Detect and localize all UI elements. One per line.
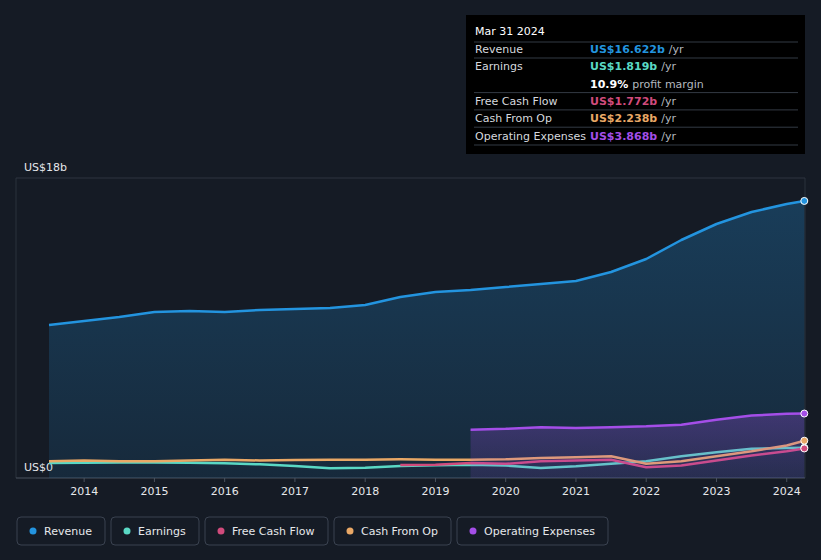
legend-swatch bbox=[124, 528, 131, 535]
tooltip-separator bbox=[474, 127, 798, 128]
y-tick-label: US$18b bbox=[24, 161, 67, 174]
tooltip-separator bbox=[474, 58, 798, 59]
legend-swatch bbox=[30, 528, 37, 535]
tooltip-separator bbox=[474, 92, 798, 93]
tooltip-value: 10.9% bbox=[590, 78, 628, 91]
x-tick-label: 2023 bbox=[702, 485, 730, 498]
x-tick bbox=[575, 478, 576, 482]
tooltip-title: Mar 31 2024 bbox=[475, 25, 545, 38]
x-tick-label: 2020 bbox=[492, 485, 520, 498]
x-tick bbox=[84, 478, 85, 482]
legend-label: Operating Expenses bbox=[484, 525, 595, 538]
series-line bbox=[49, 201, 804, 325]
end-markers bbox=[801, 197, 808, 452]
x-tick bbox=[505, 478, 506, 482]
end-marker bbox=[801, 444, 808, 451]
legend-label: Earnings bbox=[138, 525, 186, 538]
tooltip: Mar 31 2024 Revenue US$16.622b/yr Earnings U… bbox=[466, 15, 805, 154]
x-tick-label: 2016 bbox=[211, 485, 239, 498]
tooltip-value: US$3.868b bbox=[590, 130, 657, 143]
x-tick-label: 2014 bbox=[70, 485, 98, 498]
x-tick-label: 2018 bbox=[351, 485, 379, 498]
tooltip-value: US$1.819b bbox=[590, 60, 657, 73]
series-area bbox=[49, 201, 804, 478]
tooltip-value: US$2.238b bbox=[590, 112, 657, 125]
legend-box bbox=[457, 517, 608, 545]
y-tick-label: US$0 bbox=[24, 461, 53, 474]
series-area bbox=[471, 414, 805, 478]
x-tick bbox=[786, 478, 787, 482]
x-tick bbox=[154, 478, 155, 482]
x-tick-label: 2022 bbox=[632, 485, 660, 498]
legend-label: Free Cash Flow bbox=[232, 525, 315, 538]
background bbox=[0, 0, 821, 560]
tooltip-value: US$1.772b bbox=[590, 95, 657, 108]
x-tick-label: 2019 bbox=[421, 485, 449, 498]
x-tick-label: 2017 bbox=[281, 485, 309, 498]
legend-box bbox=[334, 517, 451, 545]
tooltip-box bbox=[466, 15, 805, 154]
end-marker bbox=[801, 445, 808, 452]
legend-item: Operating Expenses bbox=[457, 517, 608, 545]
x-tick bbox=[716, 478, 717, 482]
tooltip-label: Operating Expenses bbox=[475, 130, 586, 143]
legend-item: Cash From Op bbox=[334, 517, 451, 545]
tooltip-label: Revenue bbox=[475, 43, 523, 56]
end-marker bbox=[801, 197, 808, 204]
series-line bbox=[471, 414, 805, 430]
legend-label: Cash From Op bbox=[361, 525, 438, 538]
legend-label: Revenue bbox=[44, 525, 92, 538]
legend-box bbox=[17, 517, 105, 545]
tooltip-label: Cash From Op bbox=[475, 112, 552, 125]
tooltip-label: Free Cash Flow bbox=[475, 95, 558, 108]
x-tick bbox=[365, 478, 366, 482]
axis-frame bbox=[16, 178, 17, 478]
tooltip-unit: profit margin bbox=[632, 78, 704, 91]
legend-swatch bbox=[347, 528, 354, 535]
tooltip-unit: /yr bbox=[661, 112, 676, 125]
tooltip-unit: /yr bbox=[661, 60, 676, 73]
x-tick bbox=[646, 478, 647, 482]
x-tick-label: 2024 bbox=[773, 485, 801, 498]
tooltip-separator bbox=[474, 109, 798, 110]
grid-line bbox=[16, 178, 805, 179]
axis-frame bbox=[805, 178, 806, 478]
plot-area bbox=[49, 201, 804, 478]
legend-item: Free Cash Flow bbox=[205, 517, 328, 545]
tooltip-unit: /yr bbox=[669, 43, 684, 56]
legend-swatch bbox=[218, 528, 225, 535]
tooltip-unit: /yr bbox=[661, 130, 676, 143]
tooltip-label: Earnings bbox=[475, 60, 523, 73]
end-marker bbox=[801, 410, 808, 417]
x-tick bbox=[435, 478, 436, 482]
tooltip-unit: /yr bbox=[661, 95, 676, 108]
legend-item: Earnings bbox=[111, 517, 199, 545]
tooltip-value: US$16.622b bbox=[590, 43, 665, 56]
x-tick bbox=[294, 478, 295, 482]
end-marker bbox=[801, 437, 808, 444]
chart: US$0 US$18b 2014 2015 2016 2017 2018 2019 2020 20… bbox=[0, 0, 821, 560]
x-tick bbox=[224, 478, 225, 482]
x-tick-label: 2021 bbox=[562, 485, 590, 498]
legend-box bbox=[205, 517, 328, 545]
legend-item: Revenue bbox=[17, 517, 105, 545]
legend-swatch bbox=[470, 528, 477, 535]
x-tick-label: 2015 bbox=[140, 485, 168, 498]
legend-box bbox=[111, 517, 199, 545]
tooltip-separator bbox=[474, 145, 798, 146]
